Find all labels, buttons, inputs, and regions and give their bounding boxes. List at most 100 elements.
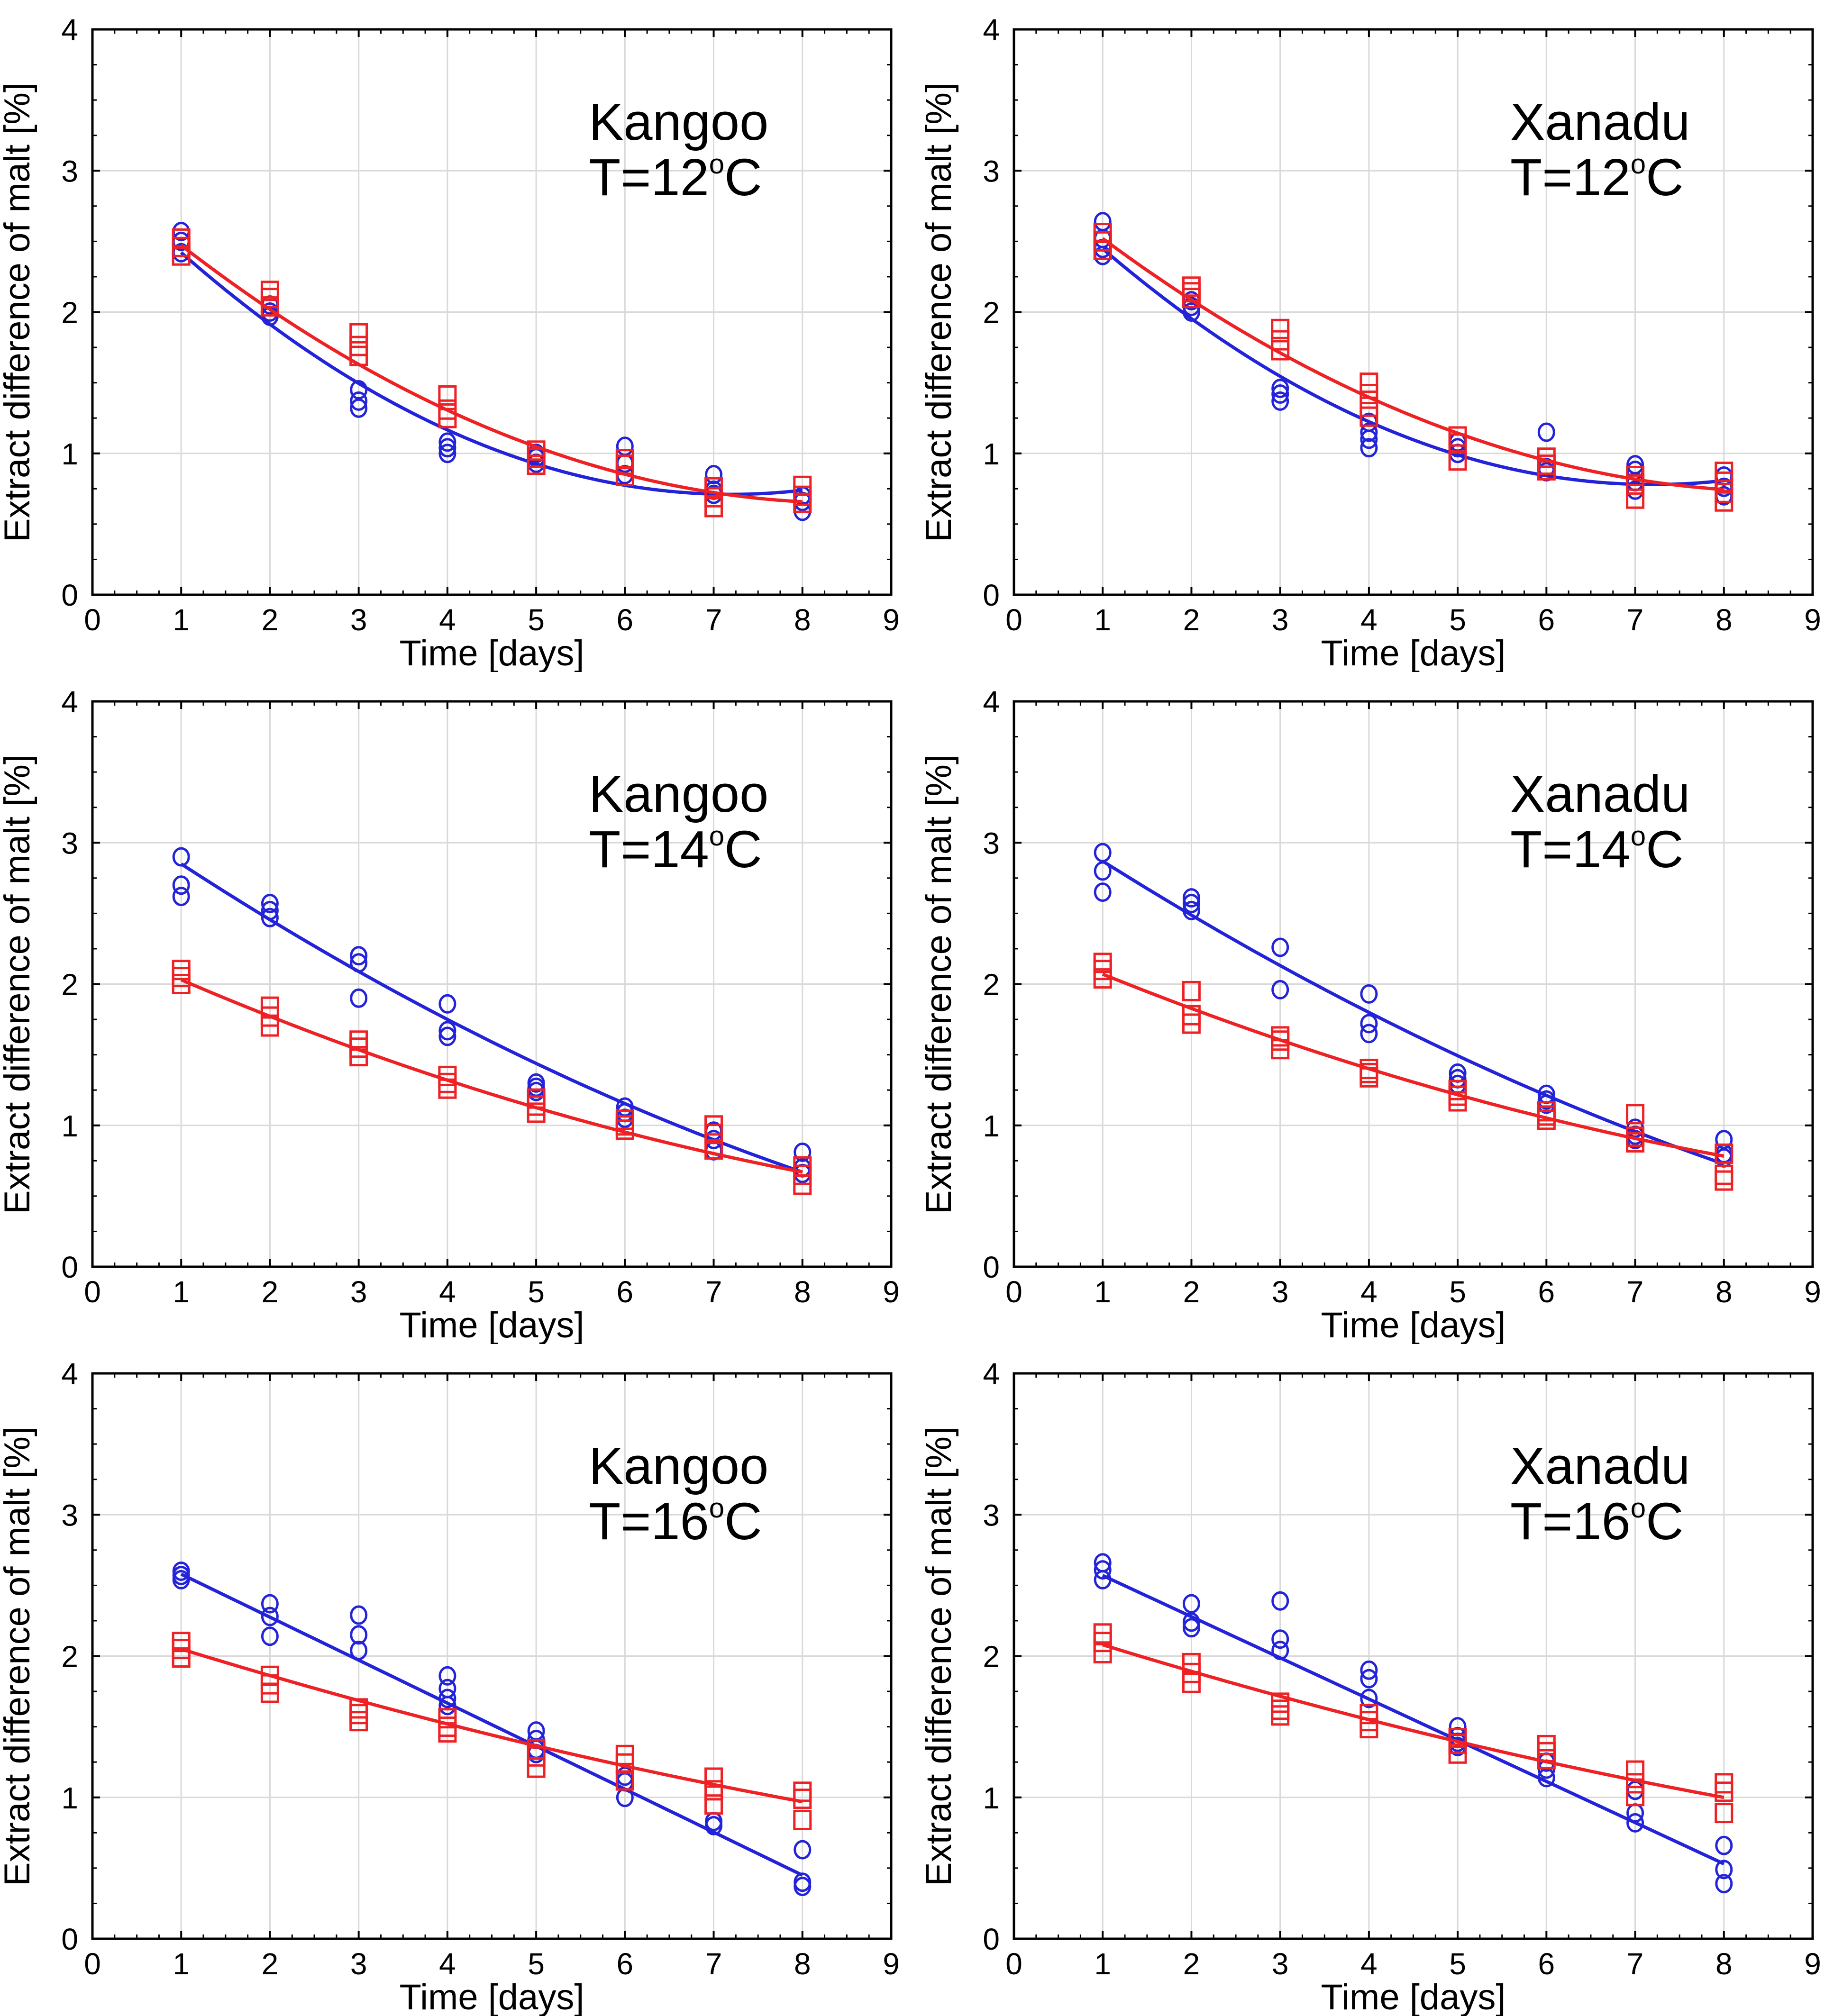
x-tick-label: 3 [350, 603, 367, 637]
data-point-square [1359, 372, 1378, 393]
subplot-kangoo-t12: 0 1 2 3 4 5 6 7 8 9 0 1 2 3 4 Time [days] Extract differ… [0, 0, 922, 672]
data-point-circle [1360, 438, 1378, 458]
x-tick-label: 7 [705, 603, 722, 637]
fit-curve-blue-circles [180, 1572, 803, 1877]
gridlines [92, 1373, 891, 1939]
x-tick-label: 0 [84, 1947, 101, 1981]
data-point-circle [350, 988, 368, 1008]
subplot-kangoo-t16: 0 1 2 3 4 5 6 7 8 9 0 1 2 3 4 Time [days] Extract differ… [0, 1344, 922, 2016]
data-point-square [704, 497, 723, 518]
data-point-circle [1182, 1612, 1200, 1632]
data-point-square [1093, 1643, 1112, 1663]
data-point-square [1715, 1781, 1734, 1802]
data-point-square [1715, 1170, 1734, 1191]
y-tick-label: 4 [61, 1357, 78, 1391]
data-point-circle [1094, 882, 1112, 902]
data-point-circle [1271, 384, 1289, 404]
data-point-square [1359, 1718, 1378, 1739]
fit-curve-blue-circles [180, 251, 803, 496]
data-point-square [172, 974, 191, 994]
y-tick-label: 2 [983, 1640, 1000, 1674]
x-tick-label: 9 [883, 1275, 900, 1309]
x-tick-label: 8 [794, 603, 811, 637]
x-tick-label: 2 [1183, 603, 1200, 637]
data-point-square [260, 1682, 279, 1703]
y-tick-label: 1 [61, 1781, 78, 1815]
data-point-square [1626, 474, 1645, 495]
x-tick-label: 5 [528, 1275, 545, 1309]
y-tick-label: 2 [983, 968, 1000, 1002]
data-point-circle [1360, 1024, 1378, 1044]
data-point-square [1537, 1749, 1556, 1770]
data-point-circle [438, 438, 456, 458]
data-point-circle [438, 994, 456, 1014]
data-point-circle [350, 1625, 368, 1645]
x-tick-label: 4 [1360, 1947, 1378, 1981]
data-point-circle [1094, 843, 1112, 863]
y-tick-label: 4 [61, 685, 78, 719]
data-point-circle [1094, 1560, 1112, 1580]
plot-title: Kangoo [589, 1437, 768, 1495]
x-tick-label: 5 [528, 603, 545, 637]
data-point-square [527, 1746, 546, 1767]
data-point-square [704, 1767, 723, 1788]
y-tick-label: 1 [983, 1109, 1000, 1143]
fit-curve-red-squares [1102, 972, 1724, 1158]
data-point-circle [350, 391, 368, 411]
x-tick-label: 2 [1183, 1275, 1200, 1309]
plot-title: Xanadu [1510, 93, 1690, 151]
x-tick-label: 2 [262, 1947, 279, 1981]
series-red-squares [1093, 953, 1734, 1191]
fit-curve-blue-circles [1102, 1574, 1725, 1866]
fit-curve-blue-circles [1102, 860, 1724, 1166]
axis-ticks [92, 29, 891, 595]
data-point-square [1626, 1104, 1645, 1125]
gridlines [92, 29, 891, 595]
y-axis-title: Extract difference of malt [%] [922, 754, 959, 1214]
y-tick-label: 1 [61, 437, 78, 471]
data-point-square [1359, 1067, 1378, 1088]
x-tick-label: 1 [173, 1947, 190, 1981]
x-tick-label: 4 [1360, 1275, 1378, 1309]
x-tick-label: 8 [1715, 1275, 1733, 1309]
series-blue-circles [1094, 212, 1733, 506]
data-point-circle [438, 1696, 456, 1716]
data-point-square [1182, 981, 1201, 1001]
plot-title: Xanadu [1510, 765, 1690, 823]
x-tick-label: 1 [1094, 1947, 1111, 1981]
y-tick-label: 0 [983, 578, 1000, 612]
x-tick-label: 2 [1183, 1947, 1200, 1981]
data-point-square [704, 1139, 723, 1160]
y-tick-label: 2 [983, 296, 1000, 330]
data-point-square [172, 1647, 191, 1668]
y-tick-label: 2 [61, 296, 78, 330]
x-tick-label: 1 [1094, 603, 1111, 637]
data-point-circle [172, 875, 190, 895]
data-point-square [349, 323, 368, 344]
plot-subtitle: T=16oC [1510, 1492, 1684, 1551]
y-tick-label: 0 [61, 1250, 78, 1284]
x-tick-label: 7 [705, 1947, 722, 1981]
y-tick-label: 3 [983, 154, 1000, 188]
axis-ticks [92, 1373, 891, 1939]
x-tick-label: 6 [1538, 1947, 1555, 1981]
data-point-square [1715, 1803, 1734, 1824]
data-point-square [1182, 288, 1201, 309]
x-tick-label: 8 [794, 1947, 811, 1981]
x-axis-title: Time [days] [400, 1977, 584, 2016]
y-tick-label: 3 [983, 1498, 1000, 1532]
data-point-square [438, 1722, 457, 1743]
data-point-square [1626, 1786, 1645, 1807]
data-point-square [172, 245, 191, 266]
y-tick-label: 4 [61, 13, 78, 47]
data-point-square [1715, 1143, 1734, 1164]
data-point-square [793, 1789, 812, 1809]
plot-subtitle: T=14oC [589, 820, 762, 879]
y-tick-label: 4 [983, 1357, 1000, 1391]
x-tick-label: 4 [439, 603, 456, 637]
data-point-circle [172, 1570, 190, 1589]
data-point-square [615, 454, 634, 475]
